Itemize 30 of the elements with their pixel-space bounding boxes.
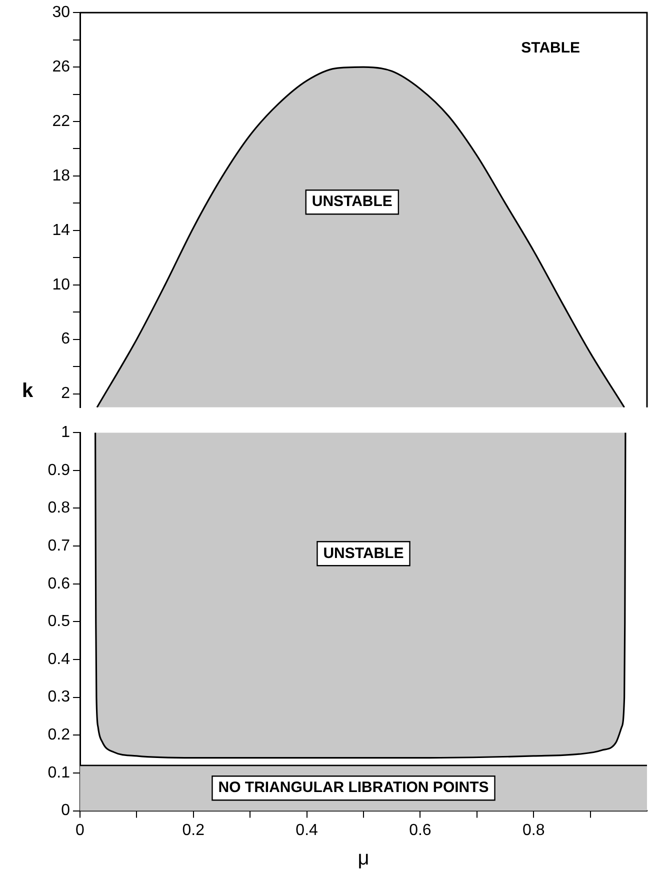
y-tick-label: 0.6	[48, 575, 70, 592]
x-tick-label: 0.2	[182, 822, 205, 839]
y-tick-label: 0.7	[48, 537, 70, 554]
y-tick-label: 1	[61, 424, 70, 442]
y-tick-label: 30	[52, 4, 70, 22]
annotation: UNSTABLE	[323, 544, 404, 562]
y-tick-label: 18	[52, 167, 70, 184]
x-tick-label: 0.8	[522, 822, 545, 839]
y-tick-label: 22	[52, 112, 70, 130]
y-tick-label: 0.2	[48, 726, 70, 744]
y-tick-label: 26	[52, 58, 70, 76]
band-label: NO TRIANGULAR LIBRATION POINTS	[218, 779, 489, 796]
x-tick-label: 0.6	[409, 822, 432, 839]
y-tick-label: 0.5	[48, 613, 70, 630]
y-tick-label: 14	[52, 222, 70, 239]
y-tick-label: 6	[61, 330, 70, 348]
y-tick-label: 0.8	[48, 500, 70, 517]
x-axis-title: μ	[358, 848, 370, 870]
y-tick-label: 0.3	[48, 688, 70, 706]
y-tick-label: 0.1	[48, 764, 70, 782]
y-tick-label: 2	[61, 385, 70, 402]
x-tick-label: 0.4	[296, 822, 318, 839]
y-tick-label: 0	[61, 802, 70, 820]
x-tick-label: 0	[76, 822, 85, 839]
annotation: UNSTABLE	[312, 193, 392, 210]
y-tick-label: 10	[52, 276, 70, 294]
y-tick-label: 0.4	[48, 650, 70, 668]
y-tick-label: 0.9	[48, 462, 70, 479]
y-axis-title: k	[22, 380, 34, 403]
annotation: STABLE	[521, 39, 580, 56]
